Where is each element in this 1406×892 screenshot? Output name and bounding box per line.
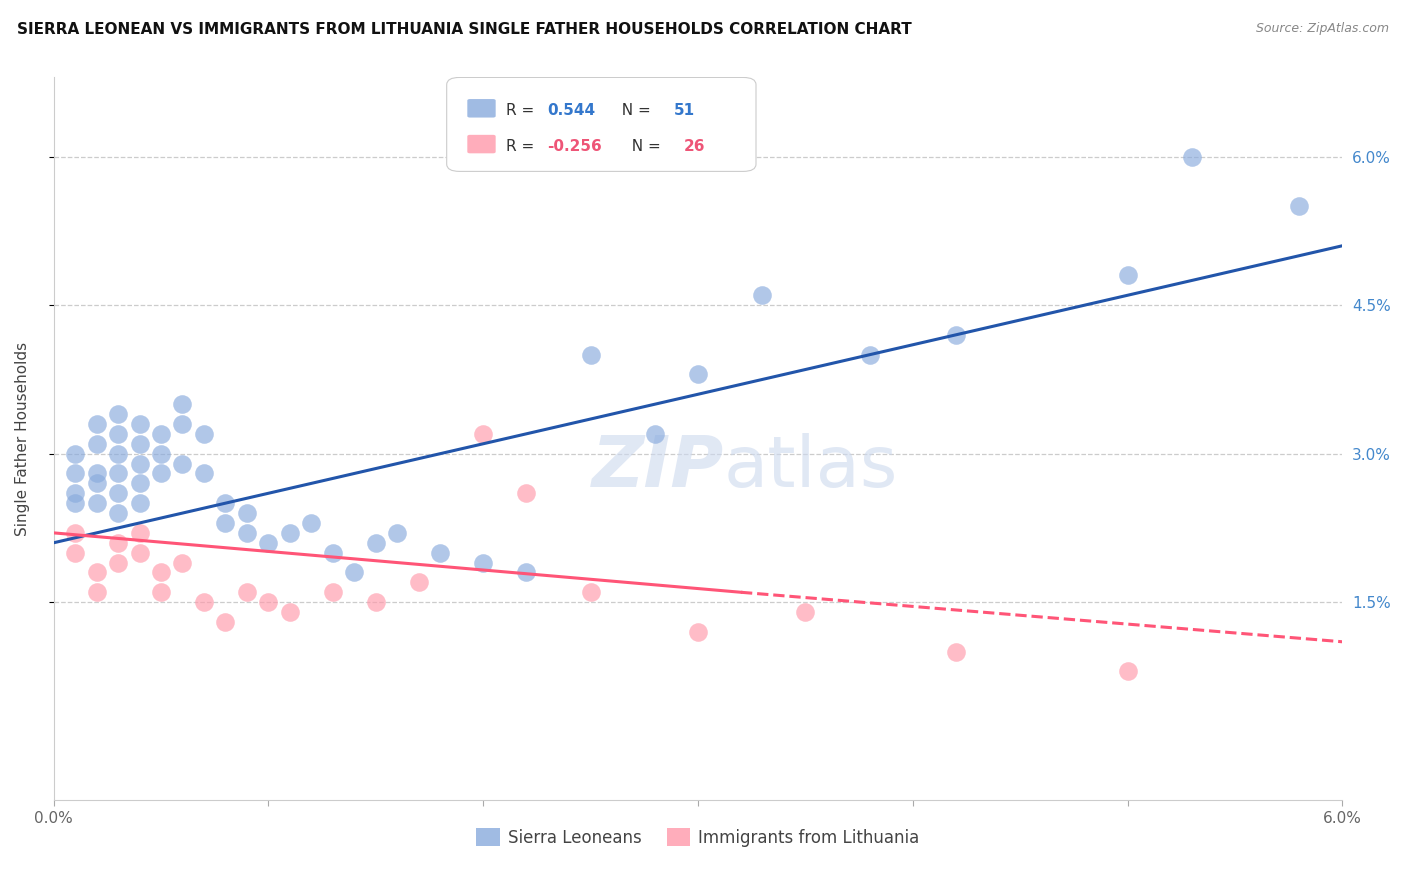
- Point: [128, 417, 150, 431]
- Text: Source: ZipAtlas.com: Source: ZipAtlas.com: [1256, 22, 1389, 36]
- Point: [1288, 199, 1310, 213]
- Text: ZIP: ZIP: [592, 434, 724, 502]
- Point: [644, 426, 666, 441]
- Point: [364, 535, 387, 549]
- Point: [579, 585, 602, 599]
- Point: [172, 417, 194, 431]
- Point: [472, 556, 495, 570]
- Point: [236, 506, 259, 520]
- Text: 51: 51: [673, 103, 695, 118]
- Point: [472, 426, 495, 441]
- Point: [278, 605, 301, 619]
- Point: [343, 566, 366, 580]
- Text: R =: R =: [506, 138, 538, 153]
- Point: [515, 486, 537, 500]
- Point: [107, 447, 129, 461]
- Text: N =: N =: [612, 103, 655, 118]
- Text: R =: R =: [506, 103, 538, 118]
- Point: [86, 476, 108, 491]
- Point: [128, 476, 150, 491]
- Point: [945, 327, 967, 342]
- Point: [408, 575, 430, 590]
- Text: atlas: atlas: [724, 434, 898, 502]
- Point: [172, 397, 194, 411]
- FancyBboxPatch shape: [467, 99, 496, 118]
- Point: [107, 535, 129, 549]
- Point: [751, 288, 773, 302]
- Point: [128, 496, 150, 510]
- Point: [172, 556, 194, 570]
- Point: [859, 348, 882, 362]
- Point: [128, 525, 150, 540]
- Point: [150, 467, 173, 481]
- Text: SIERRA LEONEAN VS IMMIGRANTS FROM LITHUANIA SINGLE FATHER HOUSEHOLDS CORRELATION: SIERRA LEONEAN VS IMMIGRANTS FROM LITHUA…: [17, 22, 911, 37]
- Point: [86, 566, 108, 580]
- Point: [86, 496, 108, 510]
- Text: 26: 26: [683, 138, 706, 153]
- Point: [86, 585, 108, 599]
- Point: [945, 645, 967, 659]
- Point: [107, 426, 129, 441]
- Point: [63, 496, 86, 510]
- Point: [257, 535, 280, 549]
- Point: [63, 546, 86, 560]
- Point: [128, 546, 150, 560]
- Point: [387, 525, 409, 540]
- Point: [214, 516, 236, 530]
- Point: [1116, 665, 1139, 679]
- Point: [257, 595, 280, 609]
- Point: [322, 585, 344, 599]
- Point: [63, 447, 86, 461]
- Point: [236, 525, 259, 540]
- Point: [150, 447, 173, 461]
- Point: [150, 566, 173, 580]
- Point: [128, 436, 150, 450]
- Point: [63, 486, 86, 500]
- FancyBboxPatch shape: [467, 135, 496, 153]
- Point: [107, 486, 129, 500]
- Point: [278, 525, 301, 540]
- Point: [579, 348, 602, 362]
- Point: [193, 595, 215, 609]
- Y-axis label: Single Father Households: Single Father Households: [15, 342, 30, 536]
- Point: [214, 615, 236, 629]
- Point: [322, 546, 344, 560]
- Point: [686, 624, 709, 639]
- Point: [686, 368, 709, 382]
- Point: [794, 605, 817, 619]
- Point: [107, 506, 129, 520]
- Point: [236, 585, 259, 599]
- Point: [107, 407, 129, 421]
- Text: N =: N =: [621, 138, 665, 153]
- Point: [86, 467, 108, 481]
- Point: [86, 436, 108, 450]
- Point: [1181, 150, 1204, 164]
- Point: [429, 546, 451, 560]
- Point: [193, 467, 215, 481]
- Text: -0.256: -0.256: [547, 138, 602, 153]
- Point: [86, 417, 108, 431]
- Point: [150, 585, 173, 599]
- Legend: Sierra Leoneans, Immigrants from Lithuania: Sierra Leoneans, Immigrants from Lithuan…: [470, 822, 927, 854]
- Point: [1116, 268, 1139, 283]
- Point: [128, 457, 150, 471]
- Point: [193, 426, 215, 441]
- Point: [214, 496, 236, 510]
- Point: [107, 467, 129, 481]
- FancyBboxPatch shape: [447, 78, 756, 171]
- Point: [299, 516, 322, 530]
- Point: [150, 426, 173, 441]
- Point: [107, 556, 129, 570]
- Point: [515, 566, 537, 580]
- Point: [63, 467, 86, 481]
- Point: [63, 525, 86, 540]
- Point: [364, 595, 387, 609]
- Point: [172, 457, 194, 471]
- Text: 0.544: 0.544: [547, 103, 595, 118]
